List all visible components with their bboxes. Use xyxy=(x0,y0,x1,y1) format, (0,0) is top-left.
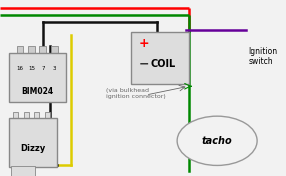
Bar xyxy=(28,46,35,53)
Bar xyxy=(9,53,66,102)
Text: BIM024: BIM024 xyxy=(21,87,53,96)
Text: Ignition
switch: Ignition switch xyxy=(249,47,278,66)
Text: −: − xyxy=(139,58,149,71)
Bar xyxy=(51,46,58,53)
Bar xyxy=(17,46,23,53)
Bar xyxy=(11,166,35,176)
Text: 15: 15 xyxy=(28,66,35,71)
Text: 7: 7 xyxy=(41,66,45,71)
Bar xyxy=(13,112,18,118)
Bar xyxy=(35,112,39,118)
Bar xyxy=(39,46,46,53)
Text: (via bulkhead
ignition connector): (via bulkhead ignition connector) xyxy=(106,88,166,99)
Text: tacho: tacho xyxy=(202,136,233,146)
Bar xyxy=(9,118,57,167)
Text: +: + xyxy=(139,37,149,50)
Bar xyxy=(24,112,29,118)
Bar xyxy=(45,112,50,118)
Text: COIL: COIL xyxy=(150,59,176,69)
Circle shape xyxy=(177,116,257,165)
Bar xyxy=(132,32,188,84)
Text: 16: 16 xyxy=(17,66,23,71)
Text: Dizzy: Dizzy xyxy=(20,144,45,153)
Text: 3: 3 xyxy=(53,66,56,71)
